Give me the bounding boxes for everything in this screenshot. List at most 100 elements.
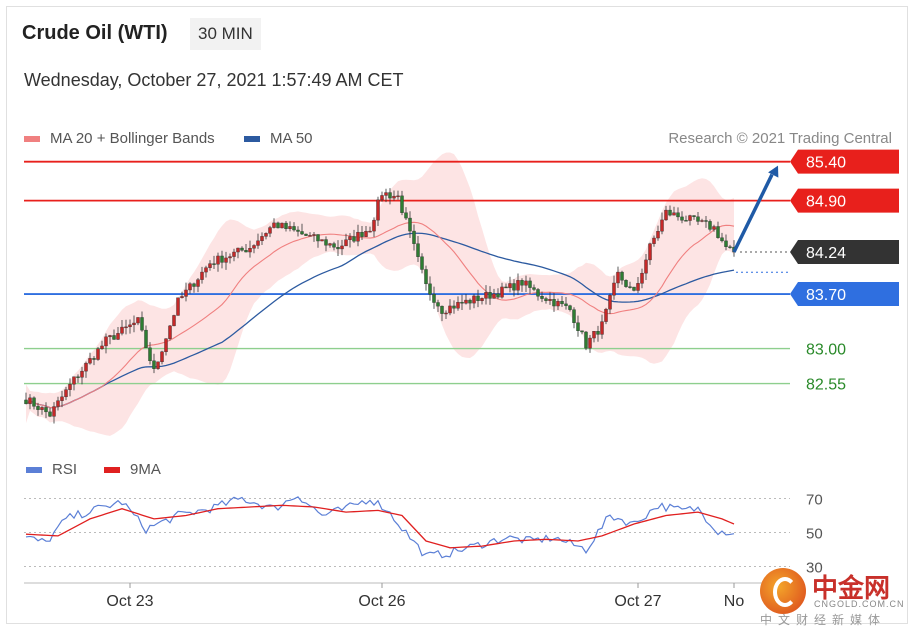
candle-body xyxy=(564,303,568,306)
candle-body xyxy=(552,299,556,307)
candle-body xyxy=(492,293,496,299)
rsi-level-label: 70 xyxy=(806,492,823,509)
candle-body xyxy=(628,286,632,288)
candle-body xyxy=(352,236,356,242)
candle-body xyxy=(84,362,88,372)
candle-body xyxy=(364,230,368,237)
watermark-cn: 中金网 xyxy=(812,574,891,604)
candle-body xyxy=(132,322,136,326)
level-tag xyxy=(790,282,899,307)
rsi-level-label: 50 xyxy=(806,526,823,543)
candle-body xyxy=(608,295,612,310)
candle-body xyxy=(620,271,624,281)
logo-icon xyxy=(760,568,806,614)
candle-body xyxy=(516,280,520,291)
candle-body xyxy=(508,283,512,289)
candle-body xyxy=(724,240,728,247)
timestamp: Wednesday, October 27, 2021 1:57:49 AM C… xyxy=(24,70,404,90)
candle-body xyxy=(252,245,256,249)
candle-body xyxy=(164,338,168,353)
candle-body xyxy=(232,251,236,257)
forecast-arrow-head xyxy=(768,165,779,178)
candle-body xyxy=(148,347,152,362)
candle-body xyxy=(348,236,352,240)
candle-body xyxy=(504,286,508,289)
candle-body xyxy=(632,286,636,291)
candle-body xyxy=(24,399,28,405)
candle-body xyxy=(104,336,108,347)
candle-body xyxy=(92,358,96,360)
candle-body xyxy=(108,335,112,338)
candle-body xyxy=(456,301,460,309)
candle-body xyxy=(448,305,452,314)
candle-body xyxy=(656,231,660,239)
candle-body xyxy=(396,195,400,198)
candle-body xyxy=(120,326,124,334)
candle-body xyxy=(200,271,204,280)
interval-selector[interactable]: 30 MIN xyxy=(190,18,261,50)
watermark-sub: 中文财经新媒体 xyxy=(760,613,887,627)
candle-body xyxy=(32,397,36,407)
candle-body xyxy=(268,227,272,234)
legend-ma50: MA 50 xyxy=(244,130,313,147)
candle-body xyxy=(356,231,360,242)
candle-body xyxy=(220,255,224,263)
candle-body xyxy=(544,298,548,301)
candle-body xyxy=(116,333,120,340)
candle-body xyxy=(264,233,268,237)
legend-rsi: RSI xyxy=(26,461,77,478)
candle-body xyxy=(616,271,620,284)
candle-body xyxy=(64,389,68,398)
candle-body xyxy=(520,280,524,286)
candle-body xyxy=(308,235,312,237)
candle-body xyxy=(664,209,668,221)
candle-body xyxy=(340,245,344,250)
ma20-label: MA 20 + Bollinger Bands xyxy=(50,130,215,147)
candle-body xyxy=(248,248,252,253)
time-tick-label: Oct 27 xyxy=(614,593,661,610)
bollinger-band xyxy=(26,152,734,436)
candle-body xyxy=(48,411,52,417)
candle-body xyxy=(88,358,92,364)
candle-body xyxy=(668,209,672,216)
watermark-en: CNGOLD.COM.CN xyxy=(814,599,905,609)
candle-body xyxy=(528,280,532,288)
candle-body xyxy=(304,233,308,236)
ma9-swatch xyxy=(104,466,120,473)
candle-body xyxy=(324,239,328,246)
time-axis: Oct 23 Oct 26 Oct 27 No xyxy=(24,582,790,610)
research-credit: Research © 2021 Trading Central xyxy=(668,130,892,147)
ma50-label: MA 50 xyxy=(270,130,313,147)
legend-9ma: 9MA xyxy=(104,461,161,478)
candle-body xyxy=(600,321,604,335)
candle-body xyxy=(376,199,380,221)
candle-body xyxy=(692,215,696,217)
candle-body xyxy=(240,247,244,251)
candle-body xyxy=(44,407,48,413)
candle-body xyxy=(372,219,376,232)
candle-body xyxy=(312,234,316,236)
ma50-line xyxy=(25,232,735,409)
rsi-panel: 70 50 30 xyxy=(24,492,823,577)
bollinger-band-layer xyxy=(26,152,734,436)
candle-body xyxy=(644,259,648,274)
instrument-title: Crude Oil (WTI) xyxy=(22,22,168,44)
candle-body xyxy=(292,226,296,231)
rsi-9ma-line xyxy=(25,504,735,549)
candle-body xyxy=(36,406,40,410)
candle-body xyxy=(336,247,340,250)
rsi-label: RSI xyxy=(52,461,78,478)
candle-body xyxy=(684,220,688,222)
candle-body xyxy=(672,212,676,216)
candle-body xyxy=(300,231,304,235)
level-label: 83.70 xyxy=(806,287,846,304)
candle-body xyxy=(440,305,444,314)
level-label: 84.24 xyxy=(806,245,846,262)
candle-body xyxy=(168,325,172,339)
candle-body xyxy=(344,239,348,247)
candle-body xyxy=(720,237,724,242)
candle-body xyxy=(216,255,220,265)
candle-body xyxy=(704,220,708,222)
candle-body xyxy=(728,246,732,248)
candle-body xyxy=(288,226,292,229)
